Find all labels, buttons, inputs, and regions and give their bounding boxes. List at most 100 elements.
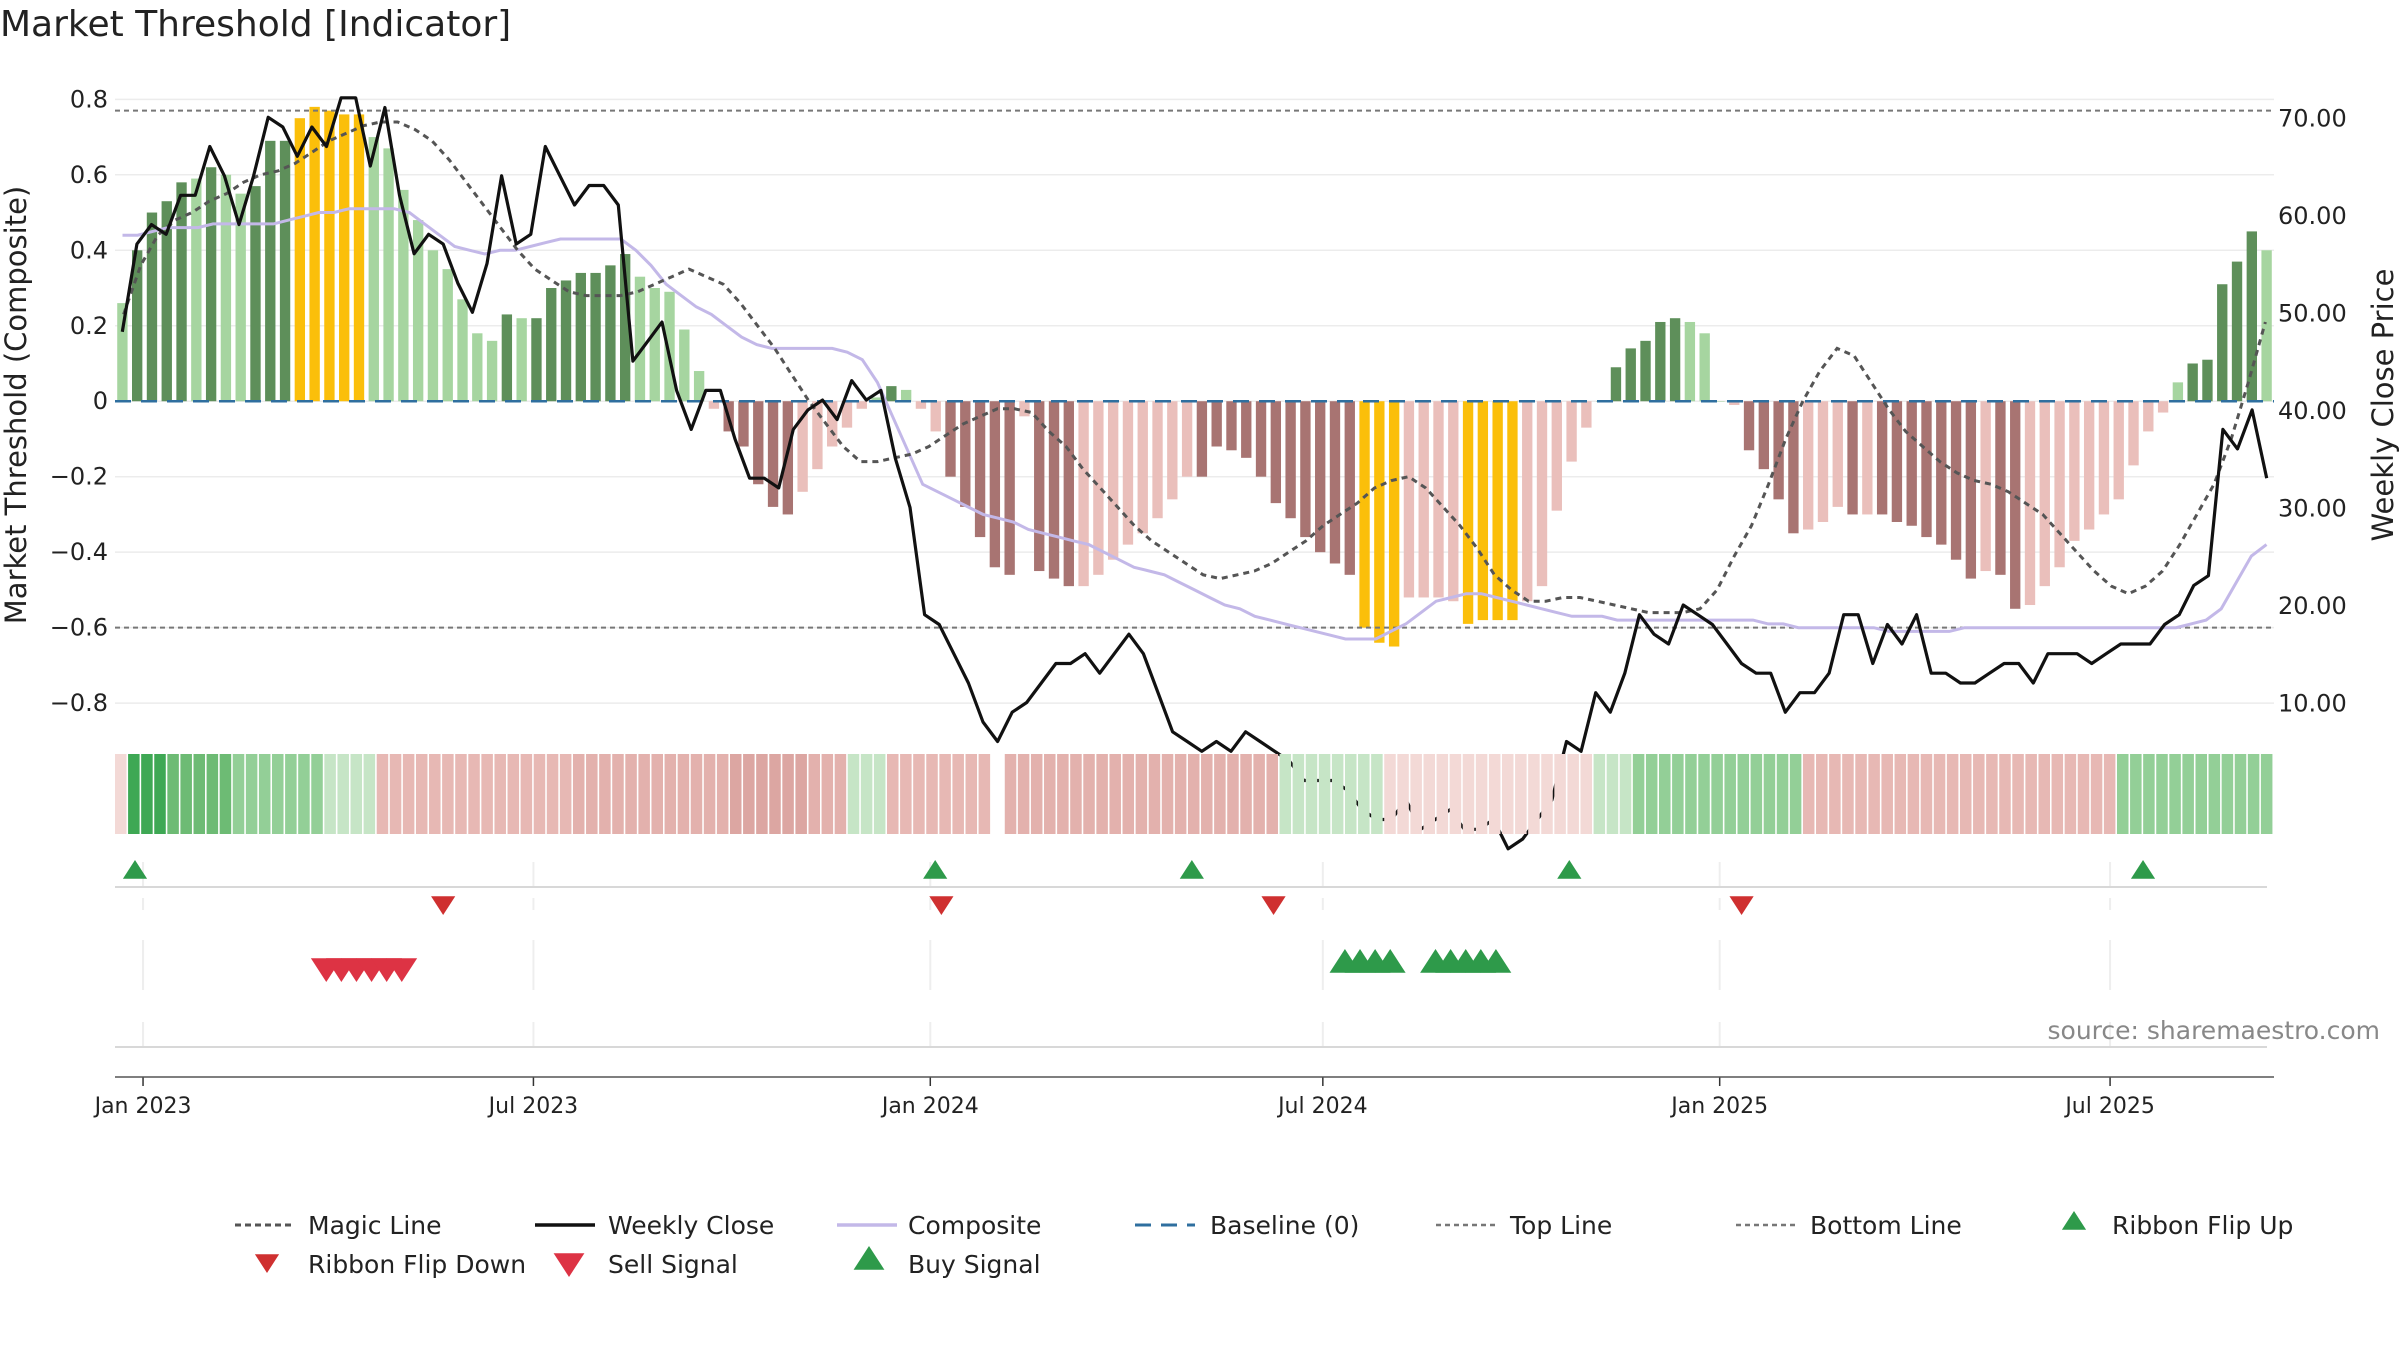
composite-bar	[457, 299, 468, 402]
composite-bar	[634, 276, 646, 402]
ribbon-cell	[873, 754, 886, 834]
composite-bar	[1965, 401, 1977, 579]
ribbon-cell	[2260, 754, 2273, 834]
composite-bar	[161, 201, 172, 402]
ribbon-cell	[625, 754, 637, 834]
ribbon-cell	[821, 754, 834, 834]
ribbon-cell	[743, 754, 755, 834]
composite-bar	[841, 401, 853, 428]
composite-bar	[930, 401, 941, 432]
legend-swatch-flipdown	[254, 1254, 280, 1273]
ribbon-cell	[1227, 754, 1239, 834]
composite-bar	[2202, 359, 2213, 402]
ribbon-cell	[2169, 754, 2181, 834]
x-tick-label: Jul 2023	[487, 1094, 579, 1119]
ribbon-flip-up-marker	[122, 860, 148, 879]
composite-bar	[1699, 333, 1710, 402]
composite-bar	[1536, 401, 1548, 587]
composite-bar	[1655, 321, 1666, 402]
ribbon-cell	[1685, 754, 1697, 834]
composite-bar	[1019, 401, 1030, 417]
composite-bar	[339, 114, 350, 402]
ribbon-cell	[429, 754, 441, 834]
y2-tick-label: 70.00	[2278, 104, 2347, 132]
y-tick-label: 0.4	[70, 236, 108, 264]
ribbon-cell	[1253, 754, 1265, 834]
ribbon-cell	[808, 754, 821, 834]
legend-label: Ribbon Flip Up	[2112, 1211, 2293, 1240]
ribbon-cell	[1619, 754, 1632, 834]
ribbon-cell	[716, 754, 729, 834]
ribbon-flip-up-marker	[2130, 860, 2156, 879]
y-tick-label: −0.2	[50, 463, 108, 491]
ribbon-cell	[415, 754, 428, 834]
legend-item-flipup: Ribbon Flip Up	[2112, 1211, 2293, 1240]
ribbon-cell	[167, 754, 179, 834]
composite-bar	[2069, 401, 2080, 541]
legend-item-close: Weekly Close	[535, 1211, 774, 1240]
legend-swatch-sell	[553, 1253, 585, 1277]
composite-bar	[1477, 401, 1489, 621]
composite-bar	[619, 254, 631, 402]
ribbon-cell	[1959, 754, 1972, 834]
ribbon-cell	[1240, 754, 1252, 834]
composite-bar	[2187, 363, 2198, 402]
y-tick-label: 0.6	[70, 161, 108, 189]
ribbon-flip-down-marker	[929, 896, 954, 915]
ribbon-cell	[1135, 754, 1148, 834]
y2-tick-label: 10.00	[2278, 689, 2347, 717]
composite-bar	[1329, 401, 1341, 564]
composite-bar	[1847, 401, 1858, 515]
composite-bar	[827, 401, 838, 447]
composite-bar	[1181, 401, 1193, 477]
ribbon-cell	[311, 754, 323, 834]
weekly-close-line	[120, 96, 2269, 851]
chart-title: Market Threshold [Indicator]	[0, 4, 512, 45]
composite-bar	[427, 250, 439, 402]
composite-bar	[664, 291, 675, 402]
ribbon-cell	[1174, 754, 1187, 834]
ribbon-cell	[1842, 754, 1854, 834]
ribbon-cell	[1645, 754, 1658, 834]
ribbon-cell	[1868, 754, 1880, 834]
composite-bar	[2054, 401, 2065, 568]
composite-bar	[1063, 401, 1074, 587]
legend-swatch-flipup	[2061, 1211, 2087, 1230]
legend: Magic Line Weekly Close Composite Baseline …	[235, 1211, 2293, 1279]
composite-bar	[708, 401, 720, 409]
composite-bar	[1048, 401, 1060, 579]
ribbon-cell	[1789, 754, 1802, 834]
ribbon-cell	[324, 754, 336, 834]
ribbon-cell	[2156, 754, 2168, 834]
composite-bar	[590, 272, 601, 402]
series-lines	[120, 96, 2269, 851]
composite-bar	[2039, 401, 2050, 587]
composite-bar	[1196, 401, 1208, 477]
composite-bar	[1226, 401, 1237, 451]
ribbon-cell	[1331, 754, 1344, 834]
ribbon-cell	[2038, 754, 2050, 834]
ribbon-cell	[1946, 754, 1959, 834]
composite-bar	[1433, 401, 1444, 598]
legend-label: Ribbon Flip Down	[308, 1250, 526, 1279]
composite-bar	[1255, 401, 1267, 477]
y2-tick-label: 40.00	[2278, 397, 2347, 425]
composite-bar	[1640, 340, 1651, 402]
ribbon-cell	[1672, 754, 1684, 834]
ribbon-cell	[1554, 754, 1566, 834]
ribbon-flip-up-marker	[1179, 860, 1204, 879]
composite-bar	[265, 140, 276, 402]
ribbon-flip-down-marker	[431, 896, 456, 915]
composite-bar	[1137, 401, 1148, 534]
legend-label: Composite	[908, 1211, 1041, 1240]
composite-bar	[575, 272, 586, 402]
ribbon-cell	[1999, 754, 2011, 834]
composite-bar	[250, 186, 261, 402]
composite-bar	[1167, 401, 1178, 500]
legend-label: Sell Signal	[608, 1250, 738, 1279]
composite-bar	[767, 401, 779, 507]
ribbon-cell	[1501, 754, 1514, 834]
composite-bar	[486, 340, 498, 402]
ribbon-cell	[481, 754, 493, 834]
composite-bar	[915, 401, 927, 409]
